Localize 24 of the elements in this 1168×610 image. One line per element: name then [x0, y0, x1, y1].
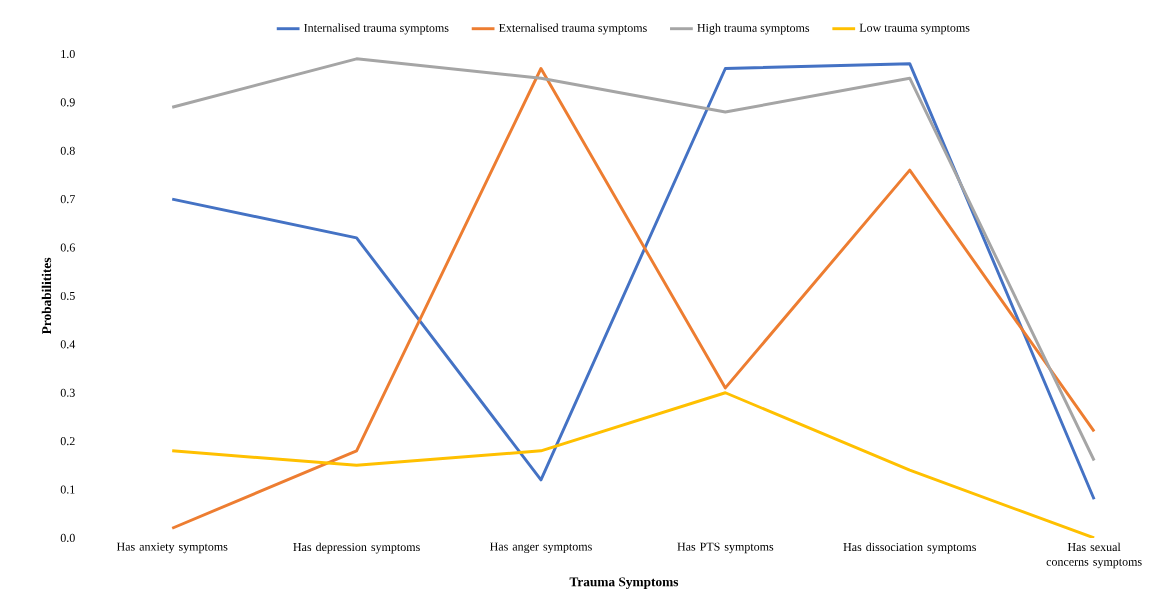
y-tick-label: 0.2	[60, 437, 75, 446]
y-tick-label: 0.6	[60, 243, 75, 252]
legend-label: Low trauma symptoms	[859, 23, 970, 35]
y-tick-label: 0.8	[60, 146, 75, 155]
y-tick-label: 0.1	[60, 485, 75, 494]
y-tick-label: 0.5	[60, 291, 75, 301]
y-tick-label: 0.9	[60, 98, 75, 107]
x-tick-label: Has anger symptoms	[490, 542, 592, 554]
x-tick-label: Has sexual concerns symptoms	[1046, 542, 1142, 569]
legend-label: High trauma symptoms	[697, 23, 810, 35]
legend-label: Externalised trauma symptoms	[498, 23, 647, 35]
x-axis-title: Trauma Symptoms	[569, 577, 679, 590]
x-tick-label: Has anxiety symptoms	[116, 542, 228, 554]
y-tick-label: 0.3	[60, 388, 75, 397]
x-tick-label: Has depression symptoms	[293, 542, 420, 554]
y-tick-label: 0.7	[60, 195, 75, 204]
y-tick-label: 0.4	[60, 340, 76, 349]
y-tick-label: 1.0	[61, 49, 75, 59]
y-axis-title: Probabilitites	[41, 257, 52, 335]
y-tick-label: 0.0	[60, 533, 75, 543]
x-tick-label: Has PTS symptoms	[677, 542, 774, 554]
x-tick-label: Has dissociation symptoms	[843, 542, 976, 554]
legend-label: Internalised trauma symptoms	[304, 23, 449, 35]
line-series	[170, 391, 1096, 538]
